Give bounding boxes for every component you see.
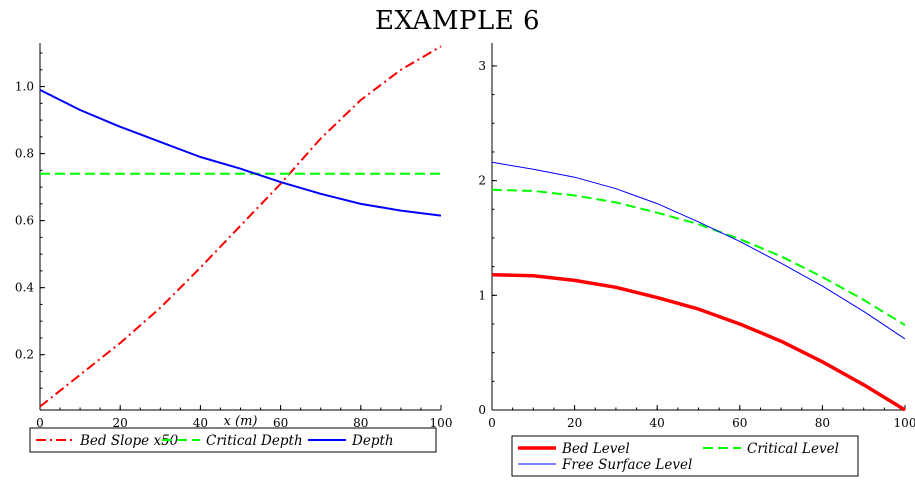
- x-tick-label: 60: [273, 416, 288, 430]
- legend-label: Depth: [351, 433, 394, 449]
- x-tick-label: 100: [430, 416, 453, 430]
- x-tick-label: 20: [567, 416, 582, 430]
- y-tick-label: 2: [478, 174, 486, 188]
- y-tick-label: 0.4: [15, 281, 34, 295]
- y-tick-label: 0.8: [15, 147, 34, 161]
- series-line-3: [39, 89, 442, 217]
- x-tick-label: 80: [815, 416, 830, 430]
- x-tick-label: 100: [894, 416, 915, 430]
- legend-label: Free Surface Level: [561, 457, 692, 473]
- series-line-2: [491, 188, 906, 326]
- y-tick-label: 0: [478, 403, 486, 417]
- y-tick-label: 3: [478, 59, 486, 73]
- x-tick-label: 80: [353, 416, 368, 430]
- legend-label: Critical Depth: [206, 433, 303, 449]
- x-tick-label: 0: [488, 416, 496, 430]
- page-title: EXAMPLE 6: [374, 6, 540, 36]
- x-tick-label: 40: [650, 416, 665, 430]
- x-tick-label: 40: [193, 416, 208, 430]
- x-tick-label: 20: [113, 416, 128, 430]
- x-axis-label: x (m): [224, 414, 258, 429]
- legend-box: [511, 435, 859, 477]
- legend-label: Bed Slope x50: [79, 433, 179, 449]
- legend-label: Bed Level: [561, 441, 630, 457]
- chart-1: 0 20 40 60 80 100 0.2 0.4 0.6 0.8 1.0 x (m) Bed Slop…: [15, 43, 453, 453]
- y-tick-label: 1.0: [15, 80, 34, 94]
- x-tick-label: 60: [732, 416, 747, 430]
- legend-box: [29, 427, 437, 453]
- series-line-1: [491, 272, 906, 412]
- chart-2: 0 20 40 60 80 100 0 1 2 3 Bed Level Critical Level F…: [478, 43, 915, 477]
- x-tick-label: 0: [36, 416, 44, 430]
- y-tick-label: 0.6: [15, 214, 34, 228]
- legend-label: Critical Level: [747, 441, 839, 457]
- y-tick-label: 1: [478, 288, 486, 302]
- y-tick-label: 0.2: [15, 348, 34, 362]
- series-line-3: [491, 161, 906, 340]
- series-line-1: [39, 45, 442, 408]
